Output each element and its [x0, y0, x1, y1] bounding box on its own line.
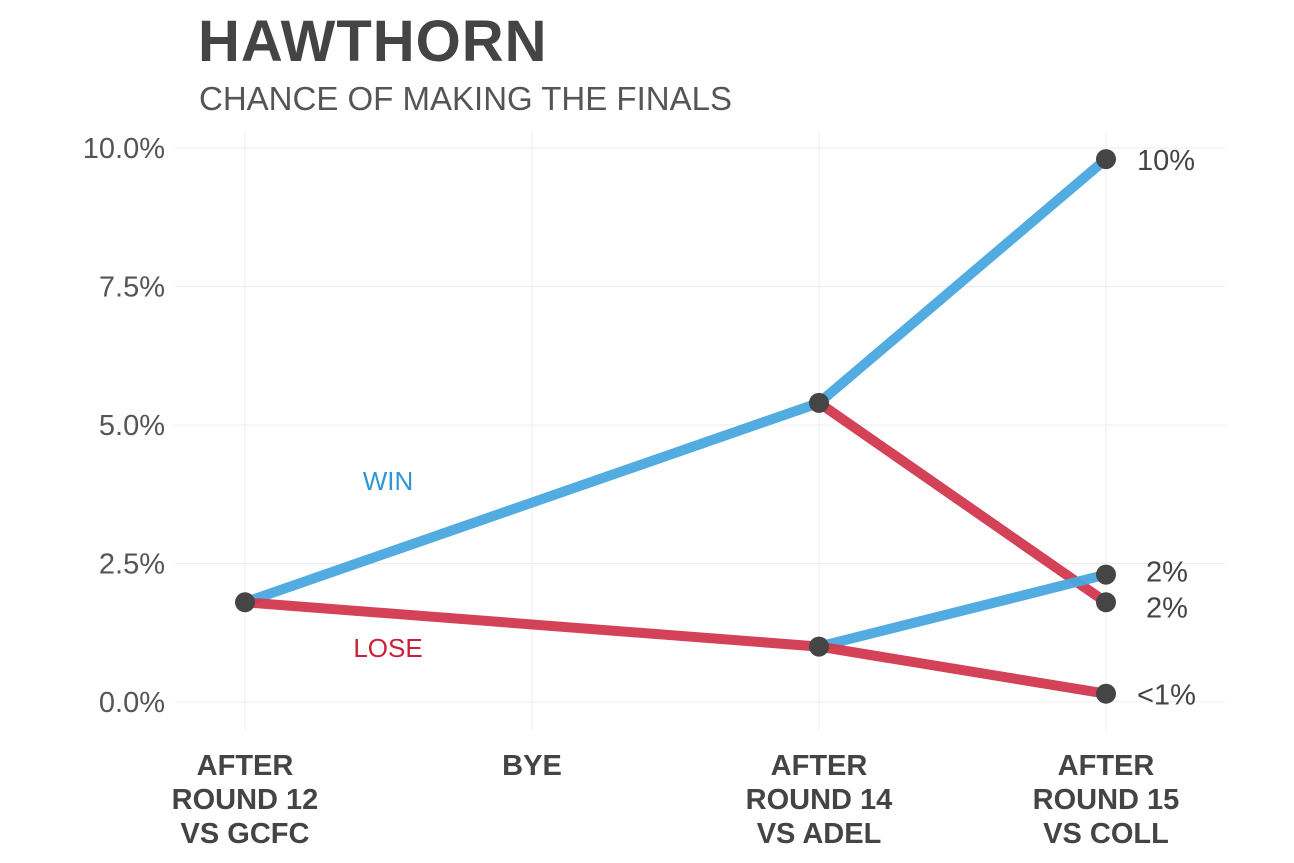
series-labels: WIN LOSE	[353, 466, 422, 663]
series-line-win	[817, 569, 1108, 652]
data-point	[1096, 564, 1116, 585]
series-line-lose	[816, 398, 1109, 607]
series-label-win: WIN	[363, 466, 414, 496]
end-value-label: 10%	[1137, 145, 1195, 177]
y-tick-label: 0.0%	[99, 687, 165, 719]
data-point	[1096, 149, 1116, 170]
end-value-label: 2%	[1146, 592, 1188, 624]
chart-subtitle: CHANCE OF MAKING THE FINALS	[199, 80, 732, 117]
series-line-lose	[244, 597, 820, 652]
series-line-lose	[818, 641, 1107, 699]
x-tick-label: ROUND 14	[746, 784, 893, 816]
series-label-lose: LOSE	[353, 633, 422, 663]
data-point	[235, 592, 255, 613]
end-value-label: 2%	[1146, 557, 1188, 589]
x-tick-label: AFTER	[771, 750, 868, 782]
data-point	[809, 636, 829, 657]
data-point	[1096, 592, 1116, 613]
data-point	[809, 392, 829, 413]
end-value-labels: 10% 2%2% <1%	[1137, 145, 1196, 712]
data-points	[235, 149, 1116, 704]
x-tick-label: AFTER	[197, 750, 294, 782]
x-tick-label: ROUND 15	[1033, 784, 1180, 816]
x-tick-label: VS GCFC	[181, 818, 310, 850]
y-tick-label: 5.0%	[99, 410, 165, 442]
series-line-win	[243, 398, 821, 608]
series-line-win	[815, 155, 1110, 407]
x-tick-label: ROUND 12	[172, 784, 319, 816]
chart-title: HAWTHORN	[198, 9, 548, 74]
y-tick-label: 7.5%	[99, 272, 165, 304]
x-tick-label: VS COLL	[1043, 818, 1169, 850]
y-axis-ticks: 0.0% 2.5% 5.0% 7.5% 10.0%	[83, 133, 165, 719]
series-lines	[243, 155, 1110, 699]
data-point	[1096, 683, 1116, 704]
x-tick-label: BYE	[502, 750, 562, 782]
end-value-label: <1%	[1137, 680, 1196, 712]
x-tick-label: AFTER	[1058, 750, 1155, 782]
x-tick-label: VS ADEL	[757, 818, 882, 850]
y-tick-label: 2.5%	[99, 549, 165, 581]
y-tick-label: 10.0%	[83, 133, 165, 165]
